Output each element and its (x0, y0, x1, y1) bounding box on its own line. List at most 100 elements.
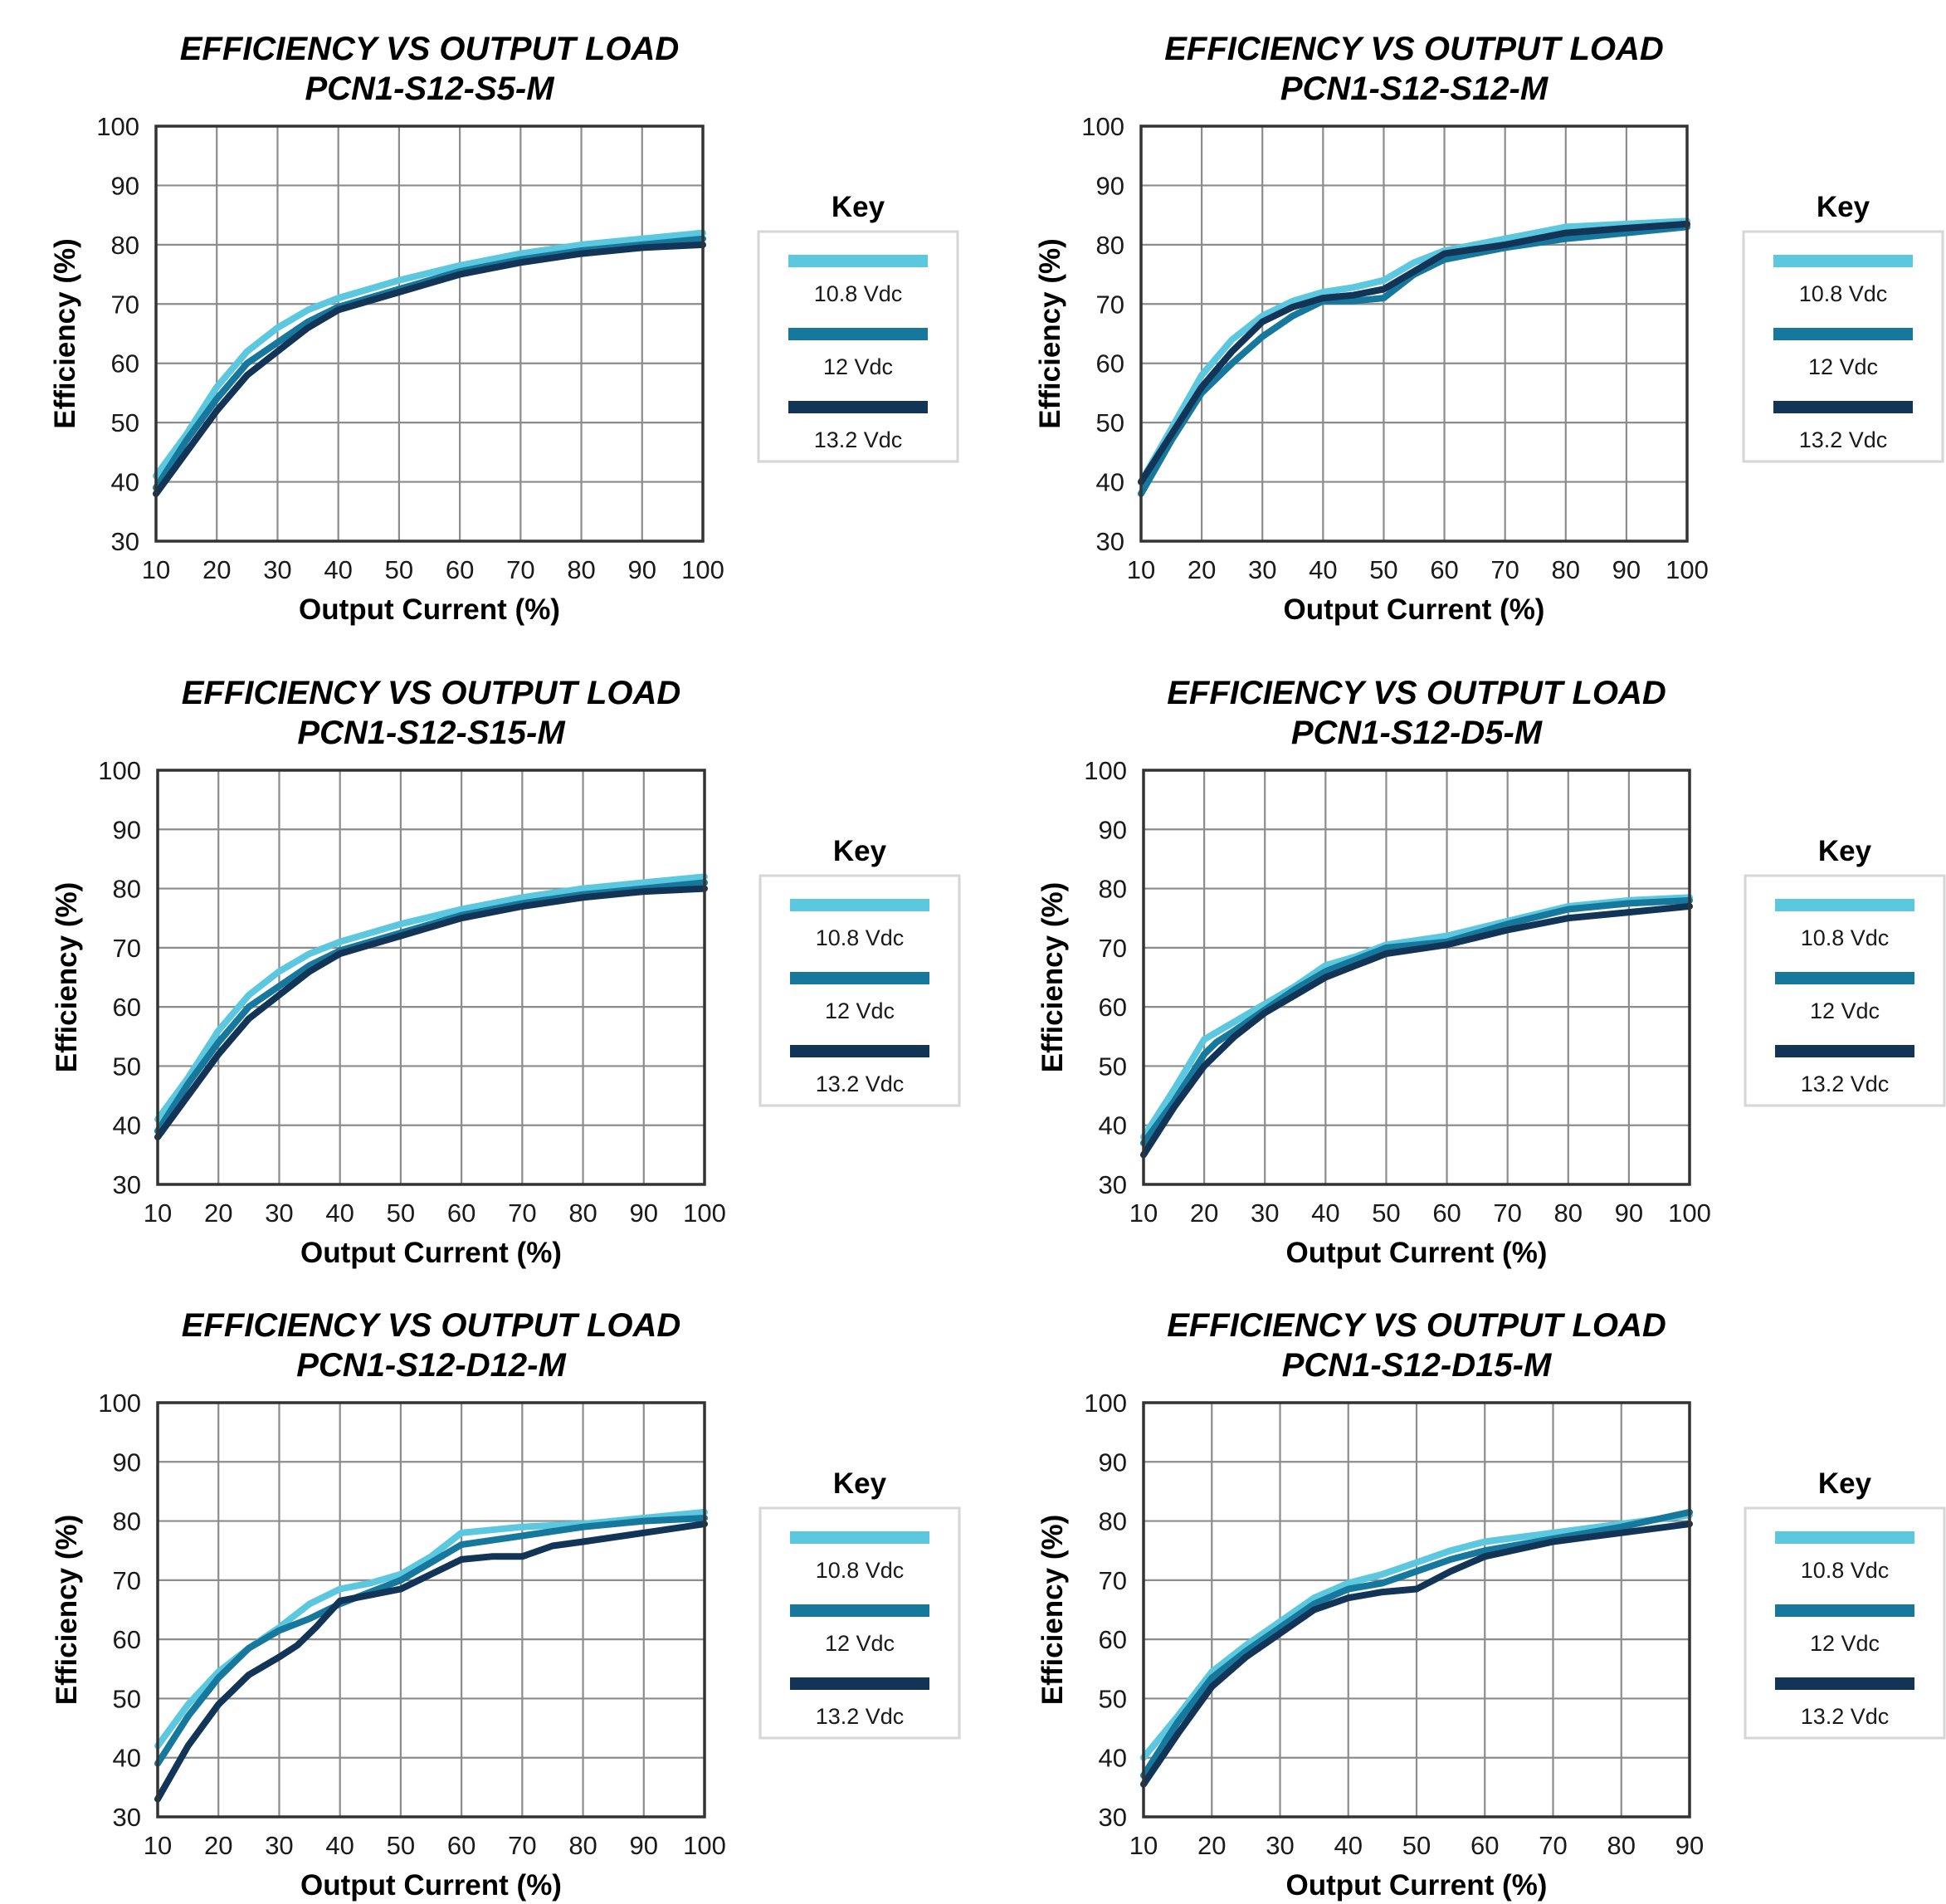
y-tick-label: 90 (111, 171, 139, 200)
series-line-12-vdc (1140, 1508, 1693, 1780)
legend-swatch (790, 1604, 929, 1617)
y-tick-label: 40 (113, 1111, 141, 1140)
x-tick-label: 60 (1470, 1831, 1499, 1860)
legend-swatch (1775, 1531, 1914, 1544)
x-tick-label: 90 (1615, 1199, 1643, 1228)
legend-label: 10.8 Vdc (814, 281, 903, 306)
legend-swatch (788, 401, 928, 413)
y-tick-label: 50 (1099, 1684, 1127, 1713)
x-tick-label: 90 (628, 555, 656, 584)
y-tick-label: 70 (111, 290, 139, 319)
x-tick-label: 80 (567, 555, 595, 584)
y-tick-label: 30 (113, 1803, 141, 1832)
x-tick-label: 100 (683, 1831, 726, 1860)
y-tick-label: 50 (113, 1684, 141, 1713)
legend: Key 10.8 Vdc 12 Vdc 13.2 Vdc (1744, 1467, 1946, 1740)
y-tick-label: 90 (113, 1448, 141, 1477)
x-axis-label: Output Current (%) (1286, 1869, 1548, 1902)
plot-area (158, 1403, 705, 1817)
legend-box (1744, 874, 1946, 1107)
series-line-13-2-vdc (154, 1521, 708, 1803)
x-tick-label: 80 (568, 1831, 597, 1860)
x-tick-label: 20 (204, 1199, 232, 1228)
plot-frame (156, 1401, 706, 1819)
y-tick-label: 100 (1081, 112, 1124, 141)
y-tick-label: 70 (1099, 1566, 1127, 1595)
legend: Key 10.8 Vdc 12 Vdc 13.2 Vdc (757, 191, 959, 463)
series-line-13-2-vdc (154, 885, 708, 1140)
x-tick-label: 30 (265, 1199, 293, 1228)
y-tick-label: 30 (113, 1170, 141, 1199)
legend-box (1744, 1506, 1946, 1740)
legend-swatch (788, 255, 928, 267)
y-tick-label: 60 (1099, 1625, 1127, 1654)
x-tick-label: 70 (1490, 555, 1519, 584)
y-tick-label: 80 (113, 875, 141, 904)
x-tick-label: 60 (446, 555, 474, 584)
x-tick-label: 10 (144, 1831, 172, 1860)
x-axis-label: Output Current (%) (299, 593, 560, 626)
x-tick-label: 50 (387, 1831, 415, 1860)
y-tick-label: 90 (1099, 815, 1127, 844)
legend-label: 13.2 Vdc (816, 1072, 905, 1096)
y-tick-label: 80 (1096, 231, 1124, 260)
y-tick-label: 40 (1096, 468, 1124, 497)
x-tick-label: 70 (508, 1199, 536, 1228)
y-tick-label: 50 (1099, 1052, 1127, 1081)
legend-label: 12 Vdc (1810, 998, 1880, 1023)
legend-box (1742, 230, 1944, 463)
legend-label: 10.8 Vdc (1801, 925, 1890, 950)
y-axis-label: Efficiency (%) (49, 238, 81, 429)
x-tick-label: 100 (683, 1199, 726, 1228)
x-tick-label: 100 (1668, 1199, 1711, 1228)
x-tick-label: 100 (681, 555, 724, 584)
y-axis-label: Efficiency (%) (1036, 882, 1069, 1073)
y-tick-label: 90 (1099, 1448, 1127, 1477)
y-tick-label: 70 (113, 934, 141, 963)
y-tick-label: 90 (1096, 171, 1124, 200)
legend-label: 10.8 Vdc (816, 925, 905, 950)
x-tick-label: 20 (204, 1831, 232, 1860)
y-tick-label: 100 (1084, 756, 1127, 785)
x-tick-label: 60 (447, 1831, 476, 1860)
series-line-10-8-vdc (1140, 1511, 1693, 1761)
x-tick-label: 30 (1251, 1199, 1279, 1228)
chart-title: EFFICIENCY VS OUTPUT LOAD (180, 31, 680, 67)
y-tick-label: 50 (113, 1052, 141, 1081)
x-tick-label: 50 (1402, 1831, 1431, 1860)
x-tick-label: 10 (142, 555, 170, 584)
x-tick-label: 30 (1266, 1831, 1294, 1860)
y-tick-label: 80 (111, 231, 139, 260)
legend-title: Key (1817, 191, 1870, 223)
y-tick-label: 60 (1096, 349, 1124, 378)
y-axis-label: Efficiency (%) (51, 1515, 83, 1706)
x-tick-label: 50 (385, 555, 413, 584)
chart-title: EFFICIENCY VS OUTPUT LOAD (1164, 31, 1664, 67)
x-tick-label: 90 (1675, 1831, 1704, 1860)
y-tick-label: 100 (98, 756, 141, 785)
plot-frame (1139, 124, 1689, 543)
y-tick-label: 70 (1096, 290, 1124, 319)
legend-label: 12 Vdc (1810, 1631, 1880, 1656)
legend-label: 10.8 Vdc (1801, 1558, 1890, 1583)
chart-subtitle: PCN1-S12-S12-M (1280, 71, 1549, 107)
y-tick-label: 70 (113, 1566, 141, 1595)
y-tick-label: 30 (111, 527, 139, 556)
legend-swatch (788, 328, 928, 340)
y-tick-label: 40 (1099, 1744, 1127, 1773)
plot-frame (154, 124, 705, 543)
legend-swatch (1773, 401, 1913, 413)
legend-title: Key (833, 835, 887, 867)
x-tick-label: 30 (263, 555, 291, 584)
legend-title: Key (832, 191, 885, 223)
legend: Key 10.8 Vdc 12 Vdc 13.2 Vdc (758, 1467, 961, 1740)
y-tick-label: 100 (1084, 1389, 1127, 1418)
legend-label: 13.2 Vdc (1801, 1704, 1890, 1729)
legend-swatch (790, 972, 929, 984)
x-tick-label: 40 (324, 555, 352, 584)
x-tick-label: 50 (1369, 555, 1397, 584)
legend-box (758, 1506, 961, 1740)
chart-subtitle: PCN1-S12-D15-M (1282, 1347, 1553, 1384)
x-tick-label: 20 (1197, 1831, 1226, 1860)
